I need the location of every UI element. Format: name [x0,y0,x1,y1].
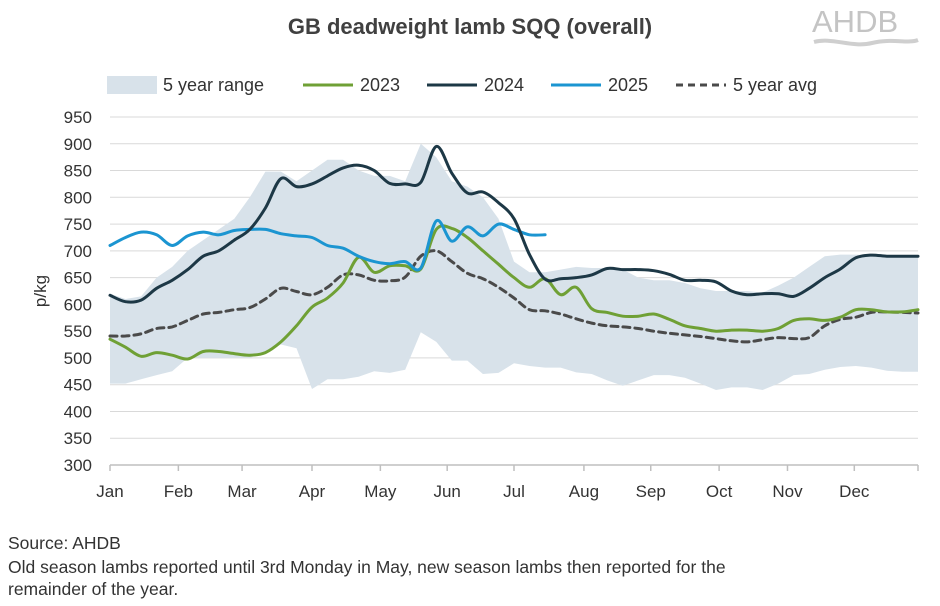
series-group [108,144,920,361]
y-tick-label-500: 500 [64,349,92,368]
series-2024-line [108,144,920,304]
y-tick-label-350: 350 [64,429,92,448]
x-tick-label-nov: Nov [772,482,803,501]
legend-label-2025: 2025 [608,75,648,95]
y-tick-label-400: 400 [64,402,92,421]
y-tick-label-800: 800 [64,188,92,207]
legend: 5 year range 2023 2024 2025 5 year avg [107,75,817,95]
y-tick-label-850: 850 [64,162,92,181]
range-area-group [110,143,918,390]
x-tick-label-jan: Jan [96,482,123,501]
y-tick-label-450: 450 [64,376,92,395]
y-axis-label: p/kg [31,275,50,307]
legend-swatch-range [107,76,157,94]
series-2025-line [108,218,547,272]
legend-label-2024: 2024 [484,75,524,95]
chart-title: GB deadweight lamb SQQ (overall) [287,14,653,39]
y-tick-label-950: 950 [64,108,92,127]
y-tick-label-750: 750 [64,215,92,234]
x-tick-label-aug: Aug [569,482,599,501]
x-tick-label-dec: Dec [839,482,870,501]
y-tick-label-900: 900 [64,135,92,154]
ahdb-logo [813,38,919,47]
footnote: Old season lambs reported until 3rd Mond… [8,557,726,599]
x-tick-label-oct: Oct [706,482,733,501]
five-year-avg-line [108,249,920,344]
legend-label-range: 5 year range [163,75,264,95]
y-tick-label-650: 650 [64,269,92,288]
source-note: Source: AHDB [8,533,121,553]
x-tick-label-feb: Feb [164,482,193,501]
x-tick-label-jun: Jun [433,482,460,501]
legend-label-avg: 5 year avg [733,75,817,95]
logo-swoosh [813,38,919,47]
axes: 300 350 400 450 500 550 600 650 700 750 800 850 900 9… [31,108,919,501]
legend-label-2023: 2023 [360,75,400,95]
x-tick-label-apr: Apr [299,482,326,501]
x-tick-label-sep: Sep [636,482,666,501]
y-tick-label-300: 300 [64,456,92,475]
y-tick-label-550: 550 [64,322,92,341]
series-2023-line [108,224,920,361]
logo-text: AHDB [812,4,899,39]
y-tick-label-700: 700 [64,242,92,261]
x-tick-label-jul: Jul [503,482,525,501]
y-tick-label-600: 600 [64,295,92,314]
x-tick-label-mar: Mar [227,482,257,501]
x-tick-label-may: May [364,482,397,501]
five-year-range-area [110,143,918,390]
